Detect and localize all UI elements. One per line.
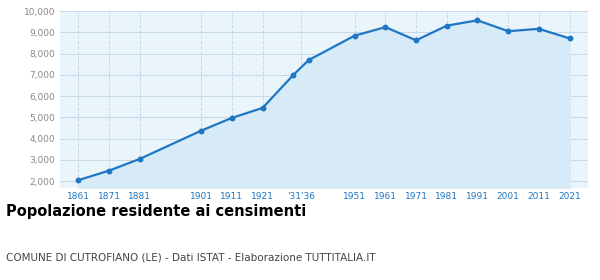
Point <box>534 27 544 31</box>
Text: Popolazione residente ai censimenti: Popolazione residente ai censimenti <box>6 204 306 220</box>
Point <box>227 116 237 120</box>
Point <box>258 106 268 110</box>
Point <box>350 33 359 38</box>
Point <box>304 58 313 62</box>
Point <box>289 73 298 77</box>
Point <box>442 24 452 28</box>
Point <box>503 29 513 33</box>
Point <box>473 18 482 23</box>
Point <box>565 36 574 41</box>
Point <box>74 178 83 182</box>
Point <box>104 168 114 173</box>
Point <box>411 38 421 43</box>
Point <box>196 129 206 133</box>
Point <box>135 157 145 161</box>
Point <box>380 25 390 29</box>
Text: COMUNE DI CUTROFIANO (LE) - Dati ISTAT - Elaborazione TUTTITALIA.IT: COMUNE DI CUTROFIANO (LE) - Dati ISTAT -… <box>6 252 376 262</box>
